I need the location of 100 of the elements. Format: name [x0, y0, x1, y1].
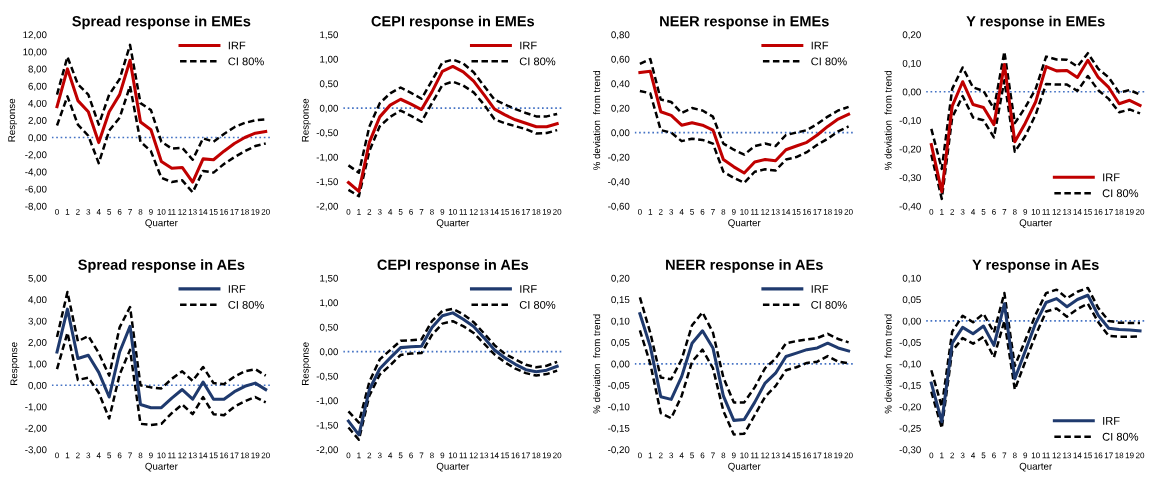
x-tick-label: 17: [1104, 209, 1113, 215]
x-tick-label: 2: [367, 209, 372, 215]
x-tick-label: 13: [480, 209, 489, 215]
y-tick-label: 0,00: [319, 104, 338, 113]
y-tick-label: 2,00: [28, 117, 47, 126]
y-axis-title: % deviation from trend: [593, 70, 601, 170]
y-tick-label: -2,00: [316, 446, 338, 455]
x-tick-label: 8: [430, 452, 434, 459]
x-tick-label: 13: [771, 209, 780, 215]
x-tick-label: 6: [700, 452, 705, 459]
x-tick-label: 1: [65, 209, 70, 215]
legend-label: IRF: [228, 285, 246, 293]
x-tick-label: 1: [65, 452, 70, 459]
x-tick-label: 14: [782, 452, 791, 459]
legend-label: CI 80%: [1102, 432, 1139, 441]
x-tick-label: 16: [802, 452, 811, 459]
chart-title: Y response in AEs: [972, 259, 1099, 273]
x-tick-label: 15: [1083, 209, 1092, 215]
x-tick-label: 0: [346, 452, 351, 459]
legend-label: IRF: [1103, 173, 1120, 182]
y-tick-label: -1,00: [316, 397, 338, 406]
x-tick-label: 5: [398, 209, 403, 215]
y-tick-label: -0,05: [899, 339, 921, 348]
y-tick-label: -1,50: [316, 421, 338, 430]
chart-title: Spread response in EMEs: [72, 15, 251, 30]
x-tick-label: 0: [929, 452, 934, 459]
x-tick-label: 15: [1083, 452, 1092, 459]
x-tick-label: 6: [992, 452, 996, 459]
x-tick-label: 14: [1073, 452, 1082, 459]
x-tick-label: 6: [117, 209, 122, 215]
x-tick-label: 19: [834, 209, 843, 215]
line-series: [55, 58, 268, 184]
x-tick-label: 5: [690, 452, 694, 459]
y-axis-title: % deviation from trend: [884, 314, 892, 414]
x-tick-label: 6: [409, 452, 413, 459]
y-tick-label: 0,05: [611, 339, 630, 348]
x-tick-label: 6: [992, 209, 996, 215]
y-tick-label: 1,00: [28, 360, 47, 369]
x-tick-label: 10: [1031, 209, 1040, 215]
x-tick-label: 6: [700, 209, 705, 215]
x-tick-label: 2: [76, 209, 80, 215]
x-tick-label: 16: [511, 452, 520, 459]
y-tick-label: -0,15: [899, 381, 921, 391]
x-tick-label: 12: [761, 209, 770, 215]
x-tick-label: 1: [357, 452, 361, 459]
y-tick-label: 4,00: [28, 296, 47, 305]
line-series: [346, 64, 559, 193]
x-tick-label: 14: [490, 452, 499, 459]
x-tick-label: 10: [448, 452, 457, 459]
x-tick-label: 4: [388, 209, 393, 215]
line-series: [638, 329, 850, 436]
y-tick-label: 0,00: [319, 348, 338, 357]
x-tick-label: 3: [669, 452, 674, 459]
y-tick-label: 0,15: [611, 296, 630, 305]
line-series: [55, 307, 268, 410]
x-tick-label: 9: [1023, 452, 1028, 459]
x-axis-title: Quarter: [728, 462, 761, 472]
y-tick-label: -0,30: [899, 446, 921, 455]
line-series: [638, 89, 850, 185]
chart-title: Y response in EMEs: [966, 15, 1105, 30]
x-tick-label: 0: [637, 209, 642, 215]
line-series: [930, 74, 1142, 201]
x-tick-label: 19: [834, 452, 843, 459]
x-axis-title: Quarter: [1019, 219, 1052, 228]
y-tick-label: 3,00: [28, 317, 47, 326]
x-tick-label: 11: [459, 209, 468, 215]
x-tick-label: 15: [209, 452, 218, 459]
legend-label: IRF: [811, 41, 829, 50]
y-tick-label: -2,00: [25, 424, 47, 433]
x-tick-label: 3: [960, 209, 965, 215]
y-tick-label: -1,00: [25, 403, 47, 412]
legend-label: IRF: [1103, 417, 1120, 425]
x-tick-label: 10: [448, 209, 457, 215]
x-tick-label: 12: [469, 452, 478, 459]
x-tick-label: 3: [86, 452, 91, 459]
legend-label: IRF: [228, 41, 246, 50]
x-tick-label: 15: [501, 209, 510, 215]
x-tick-label: 2: [658, 452, 663, 459]
x-tick-label: 18: [532, 209, 541, 215]
y-tick-label: 2,00: [28, 339, 47, 348]
y-tick-label: 1,50: [320, 31, 338, 40]
x-tick-label: 20: [261, 209, 270, 215]
x-tick-label: 4: [388, 452, 393, 459]
x-tick-label: 17: [521, 209, 530, 215]
x-tick-label: 18: [532, 452, 541, 459]
y-tick-label: 0,60: [611, 55, 630, 64]
legend-label: CI 80%: [228, 300, 264, 309]
x-tick-label: 12: [178, 452, 187, 459]
x-tick-label: 3: [377, 452, 382, 459]
x-tick-label: 4: [679, 452, 684, 459]
y-tick-label: -0,20: [899, 145, 921, 154]
x-tick-label: 20: [844, 452, 853, 459]
x-tick-label: 10: [157, 452, 166, 459]
legend-label: CI 80%: [1102, 189, 1139, 198]
y-tick-label: 0,00: [28, 134, 47, 143]
x-tick-label: 7: [128, 452, 132, 459]
x-tick-label: 13: [771, 452, 780, 459]
x-tick-label: 13: [188, 209, 197, 215]
x-tick-label: 13: [188, 452, 197, 459]
y-tick-label: 0,05: [902, 296, 921, 305]
